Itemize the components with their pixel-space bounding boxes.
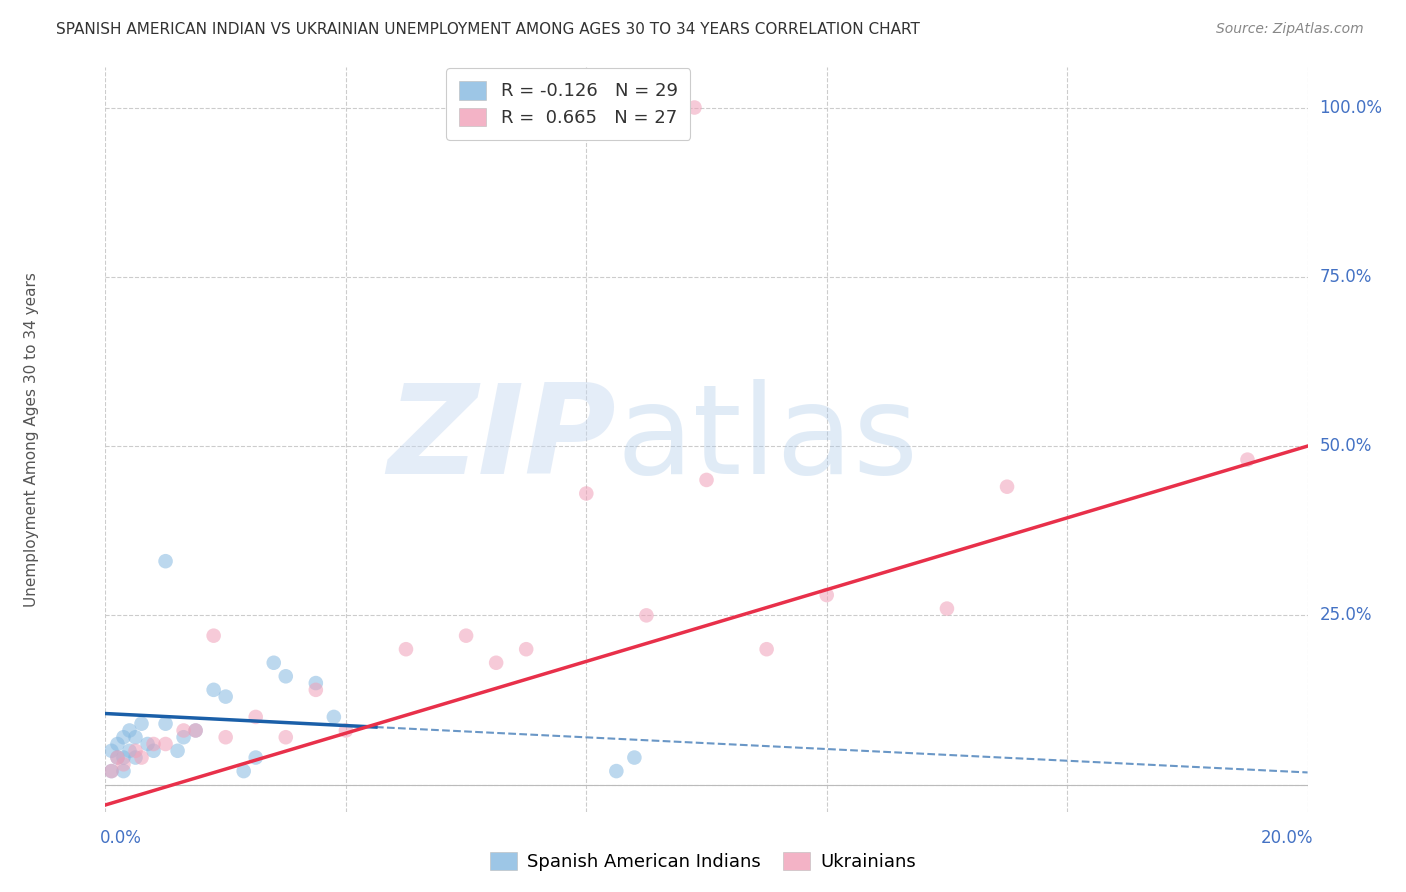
Point xyxy=(112,730,135,744)
Point xyxy=(100,764,122,778)
Point xyxy=(118,744,141,758)
Point xyxy=(454,629,477,643)
Point xyxy=(815,588,838,602)
Point xyxy=(107,737,129,751)
Point xyxy=(683,101,706,115)
Point xyxy=(575,486,598,500)
Text: 75.0%: 75.0% xyxy=(1320,268,1372,285)
Point xyxy=(214,730,236,744)
Point xyxy=(155,737,177,751)
Point xyxy=(100,744,122,758)
Text: 25.0%: 25.0% xyxy=(1320,607,1372,624)
Legend: Spanish American Indians, Ukrainians: Spanish American Indians, Ukrainians xyxy=(482,845,924,879)
Point xyxy=(202,682,225,697)
Text: 100.0%: 100.0% xyxy=(1320,98,1382,117)
Point xyxy=(245,710,267,724)
Text: atlas: atlas xyxy=(616,379,918,500)
Point xyxy=(202,629,225,643)
Text: 50.0%: 50.0% xyxy=(1320,437,1372,455)
Point xyxy=(605,764,627,778)
Point xyxy=(485,656,508,670)
Text: Unemployment Among Ages 30 to 34 years: Unemployment Among Ages 30 to 34 years xyxy=(24,272,39,607)
Point xyxy=(305,676,328,690)
Point xyxy=(623,750,645,764)
Point xyxy=(636,608,658,623)
Point xyxy=(995,480,1018,494)
Point xyxy=(112,757,135,772)
Point xyxy=(142,744,165,758)
Point xyxy=(232,764,254,778)
Point xyxy=(107,750,129,764)
Point xyxy=(1236,452,1258,467)
Point xyxy=(112,764,135,778)
Point xyxy=(274,730,297,744)
Point xyxy=(245,750,267,764)
Point xyxy=(755,642,778,657)
Point xyxy=(166,744,188,758)
Point xyxy=(173,723,195,738)
Point xyxy=(696,473,718,487)
Point xyxy=(107,750,129,764)
Point xyxy=(184,723,207,738)
Point xyxy=(131,716,153,731)
Point xyxy=(184,723,207,738)
Text: Source: ZipAtlas.com: Source: ZipAtlas.com xyxy=(1216,22,1364,37)
Point xyxy=(936,601,959,615)
Point xyxy=(124,744,146,758)
Point xyxy=(124,730,146,744)
Point xyxy=(142,737,165,751)
Point xyxy=(136,737,159,751)
Text: ZIP: ZIP xyxy=(388,379,616,500)
Point xyxy=(263,656,285,670)
Point xyxy=(335,723,357,738)
Point xyxy=(395,642,418,657)
Point xyxy=(112,750,135,764)
Point xyxy=(274,669,297,683)
Point xyxy=(322,710,344,724)
Text: 20.0%: 20.0% xyxy=(1261,829,1313,847)
Legend: R = -0.126   N = 29, R =  0.665   N = 27: R = -0.126 N = 29, R = 0.665 N = 27 xyxy=(446,69,690,140)
Point xyxy=(155,554,177,568)
Point xyxy=(131,750,153,764)
Point xyxy=(118,723,141,738)
Point xyxy=(305,682,328,697)
Point xyxy=(515,642,537,657)
Text: SPANISH AMERICAN INDIAN VS UKRAINIAN UNEMPLOYMENT AMONG AGES 30 TO 34 YEARS CORR: SPANISH AMERICAN INDIAN VS UKRAINIAN UNE… xyxy=(56,22,920,37)
Point xyxy=(173,730,195,744)
Point xyxy=(100,764,122,778)
Point xyxy=(214,690,236,704)
Point xyxy=(155,716,177,731)
Text: 0.0%: 0.0% xyxy=(100,829,142,847)
Point xyxy=(124,750,146,764)
